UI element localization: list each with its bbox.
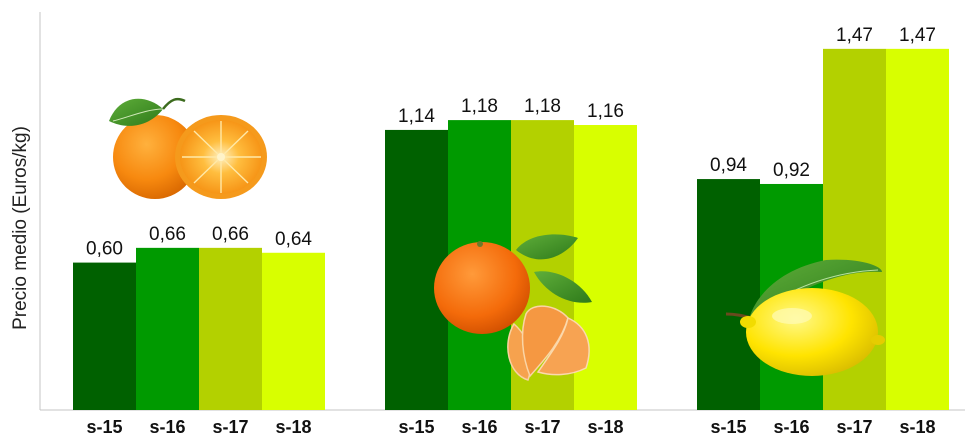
bar-s-15-group-1 bbox=[73, 262, 136, 410]
x-tick-label: s-15 bbox=[398, 417, 434, 437]
data-label: 0,92 bbox=[773, 160, 810, 181]
bar-s-15-group-3 bbox=[697, 179, 760, 410]
bar-s-16-group-1 bbox=[136, 247, 199, 410]
data-label: 1,18 bbox=[461, 96, 498, 117]
data-label: 1,16 bbox=[587, 101, 624, 122]
x-tick-label: s-17 bbox=[836, 417, 872, 437]
orange-fruit-icon bbox=[109, 97, 267, 199]
data-label: 1,47 bbox=[899, 25, 936, 46]
lemon-fruit-icon bbox=[725, 259, 885, 376]
data-label: 1,14 bbox=[398, 106, 435, 127]
data-label: 1,18 bbox=[524, 96, 561, 117]
x-tick-label: s-15 bbox=[710, 417, 746, 437]
y-axis-title: Precio medio (Euros/kg) bbox=[10, 126, 31, 330]
x-tick-label: s-17 bbox=[212, 417, 248, 437]
x-tick-label: s-18 bbox=[899, 417, 935, 437]
data-label: 0,66 bbox=[149, 224, 186, 245]
x-tick-label: s-15 bbox=[86, 417, 122, 437]
bar-s-18-group-3 bbox=[886, 48, 949, 410]
data-label: 0,94 bbox=[710, 155, 747, 176]
x-tick-label: s-16 bbox=[461, 417, 497, 437]
bar-s-15-group-2 bbox=[385, 129, 448, 411]
x-tick-label: s-16 bbox=[149, 417, 185, 437]
x-tick-label: s-16 bbox=[773, 417, 809, 437]
data-label: 0,60 bbox=[86, 239, 123, 260]
data-label: 0,64 bbox=[275, 229, 312, 250]
data-label: 1,47 bbox=[836, 25, 873, 46]
x-tick-label: s-18 bbox=[275, 417, 311, 437]
bar-s-18-group-1 bbox=[262, 252, 325, 410]
x-tick-label: s-18 bbox=[587, 417, 623, 437]
mandarin-fruit-icon bbox=[434, 234, 592, 381]
bar-s-17-group-1 bbox=[199, 247, 262, 410]
data-label: 0,66 bbox=[212, 224, 249, 245]
x-tick-label: s-17 bbox=[524, 417, 560, 437]
